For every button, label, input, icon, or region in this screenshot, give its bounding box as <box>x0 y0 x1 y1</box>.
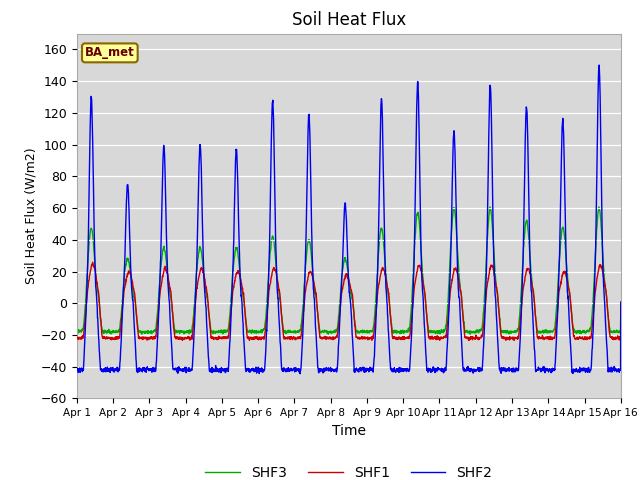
SHF2 <box>225 366 232 372</box>
SHF2 <box>584 367 592 373</box>
SHF3 <box>376 229 384 235</box>
SHF3 <box>324 331 332 337</box>
SHF1 <box>225 333 232 338</box>
Text: BA_met: BA_met <box>85 47 134 60</box>
X-axis label: Time: Time <box>332 424 366 438</box>
SHF1 <box>617 301 625 307</box>
SHF2 <box>507 367 515 373</box>
SHF1 <box>365 336 372 342</box>
SHF1 <box>508 335 515 340</box>
SHF2 <box>617 299 625 305</box>
SHF3 <box>569 323 577 328</box>
SHF1 <box>570 328 577 334</box>
SHF3 <box>225 325 232 331</box>
SHF3 <box>595 204 603 210</box>
Legend: SHF3, SHF1, SHF2: SHF3, SHF1, SHF2 <box>200 460 498 480</box>
Title: Soil Heat Flux: Soil Heat Flux <box>292 11 406 29</box>
SHF2 <box>595 62 603 68</box>
SHF3 <box>584 329 592 335</box>
SHF2 <box>569 368 577 374</box>
SHF1 <box>376 273 384 278</box>
Line: SHF1: SHF1 <box>77 262 621 340</box>
SHF3 <box>365 328 372 334</box>
SHF1 <box>465 337 472 343</box>
SHF3 <box>617 300 625 306</box>
SHF1 <box>584 335 592 341</box>
SHF2 <box>73 366 81 372</box>
Line: SHF2: SHF2 <box>77 65 621 374</box>
SHF1 <box>73 334 81 340</box>
SHF2 <box>365 366 372 372</box>
SHF2 <box>376 120 384 125</box>
Y-axis label: Soil Heat Flux (W/m2): Soil Heat Flux (W/m2) <box>25 148 38 284</box>
SHF1 <box>89 259 97 265</box>
Line: SHF3: SHF3 <box>77 207 621 334</box>
SHF2 <box>296 371 304 377</box>
SHF3 <box>73 329 81 335</box>
SHF3 <box>507 330 515 336</box>
